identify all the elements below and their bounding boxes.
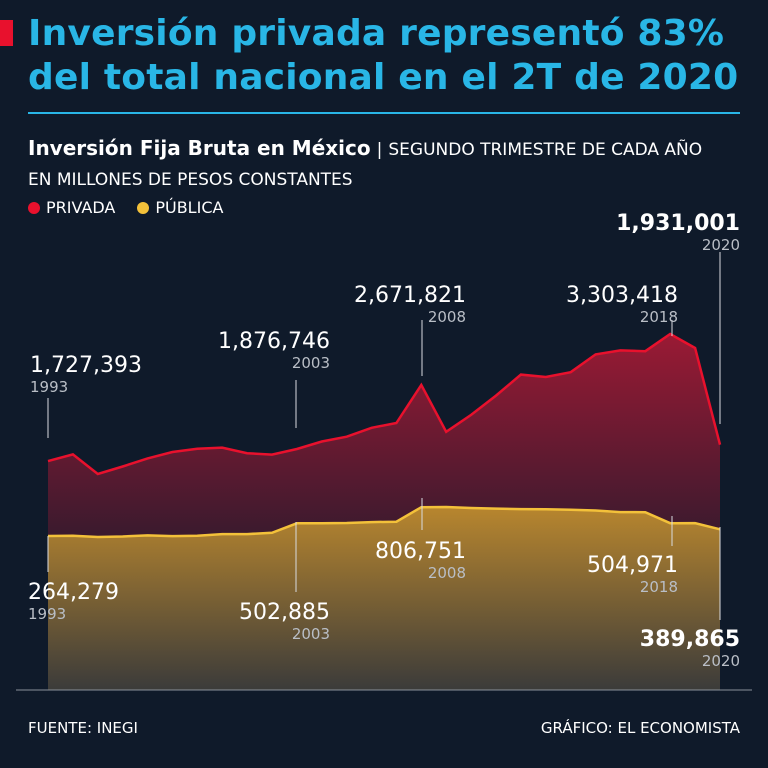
year-label-publica-2020: 2020 (702, 652, 740, 670)
year-label-publica-1993: 1993 (28, 605, 66, 623)
headline: Inversión privada representó 83% del tot… (28, 12, 748, 100)
annotation-leaders (47, 252, 721, 620)
annotation-labels: 1,727,39319931,876,74620032,671,82120083… (28, 211, 740, 670)
data-label-publica-2020: 389,865 (640, 627, 740, 652)
year-label-privada-1993: 1993 (30, 378, 68, 396)
data-label-privada-2020: 1,931,001 (616, 211, 740, 236)
data-label-publica-2003: 502,885 (239, 600, 330, 625)
chart-title: Inversión Fija Bruta en México (28, 136, 371, 160)
title-divider (28, 112, 740, 114)
publica-area (48, 507, 720, 690)
legend-label-publica: PÚBLICA (155, 198, 224, 217)
year-label-privada-2018: 2018 (640, 308, 678, 326)
legend-label-privada: PRIVADA (46, 198, 116, 217)
year-label-privada-2020: 2020 (702, 236, 740, 254)
year-label-publica-2003: 2003 (292, 625, 330, 643)
chart-description: SEGUNDO TRIMESTRE DE CADA AÑO EN MILLONE… (28, 140, 703, 190)
data-label-privada-2003: 1,876,746 (218, 329, 330, 354)
headline-line-2: del total nacional en el 2T de 2020 (28, 57, 739, 98)
year-label-publica-2018: 2018 (640, 578, 678, 596)
data-label-privada-1993: 1,727,393 (30, 353, 142, 378)
privada-line (47, 332, 722, 476)
legend-item-privada: PRIVADA (28, 198, 115, 217)
data-label-publica-2008: 806,751 (375, 539, 466, 564)
chart-legend: PRIVADA PÚBLICA (28, 198, 237, 217)
legend-item-publica: PÚBLICA (137, 198, 223, 217)
privada-area (48, 334, 720, 537)
year-label-privada-2003: 2003 (292, 354, 330, 372)
year-label-publica-2008: 2008 (428, 564, 466, 582)
legend-dot-privada (28, 201, 40, 214)
headline-line-1: Inversión privada representó 83% (28, 13, 725, 54)
source-note: FUENTE: INEGI (28, 719, 138, 737)
data-label-publica-2018: 504,971 (587, 553, 678, 578)
chart-subtitle: Inversión Fija Bruta en México | SEGUNDO T… (28, 133, 728, 195)
data-label-privada-2018: 3,303,418 (566, 283, 678, 308)
data-label-privada-2008: 2,671,821 (354, 283, 466, 308)
chart-areas (16, 332, 752, 691)
year-label-privada-2008: 2008 (428, 308, 466, 326)
legend-dot-publica (137, 201, 150, 214)
data-label-publica-1993: 264,279 (28, 580, 119, 605)
publica-line (47, 505, 721, 539)
accent-bar (0, 20, 13, 46)
credit-note: GRÁFICO: EL ECONOMISTA (540, 719, 740, 737)
subtitle-separator: | (376, 140, 383, 160)
